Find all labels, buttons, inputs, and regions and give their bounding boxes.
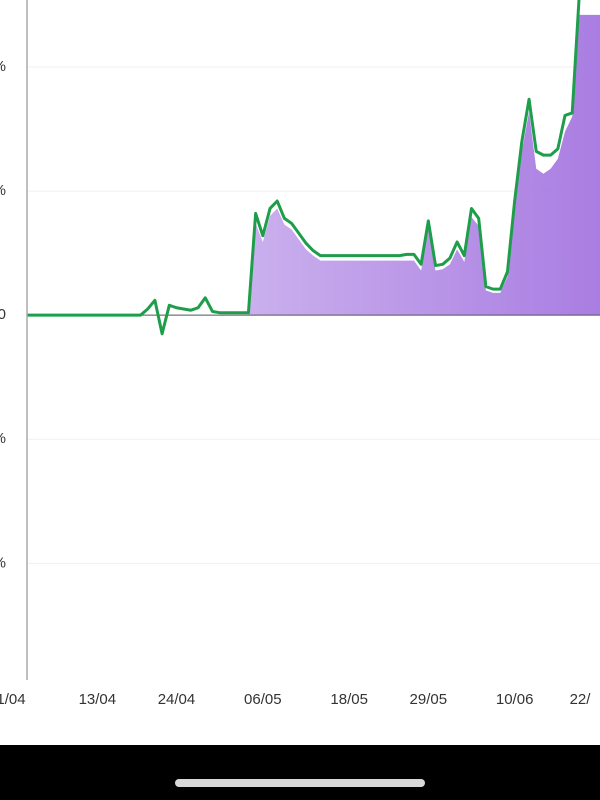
x-tick-label: 13/04 <box>79 691 117 708</box>
system-bar <box>0 745 600 800</box>
line <box>27 0 581 336</box>
x-tick-label: 24/04 <box>158 691 196 708</box>
y-tick-label: 0 <box>0 306 6 323</box>
x-tick-label: 10/06 <box>496 691 534 708</box>
y-tick-label: % <box>0 58 6 75</box>
y-tick-label: % <box>0 182 6 199</box>
x-tick-label: 18/05 <box>330 691 368 708</box>
x-tick-label: 29/05 <box>410 691 448 708</box>
x-tick-label: 1/04 <box>0 691 26 708</box>
x-tick-label: 22/ <box>570 691 592 708</box>
home-indicator <box>175 779 425 787</box>
x-tick-label: 06/05 <box>244 691 282 708</box>
y-tick-label: % <box>0 430 6 447</box>
area <box>27 14 600 316</box>
y-tick-label: % <box>0 554 6 571</box>
